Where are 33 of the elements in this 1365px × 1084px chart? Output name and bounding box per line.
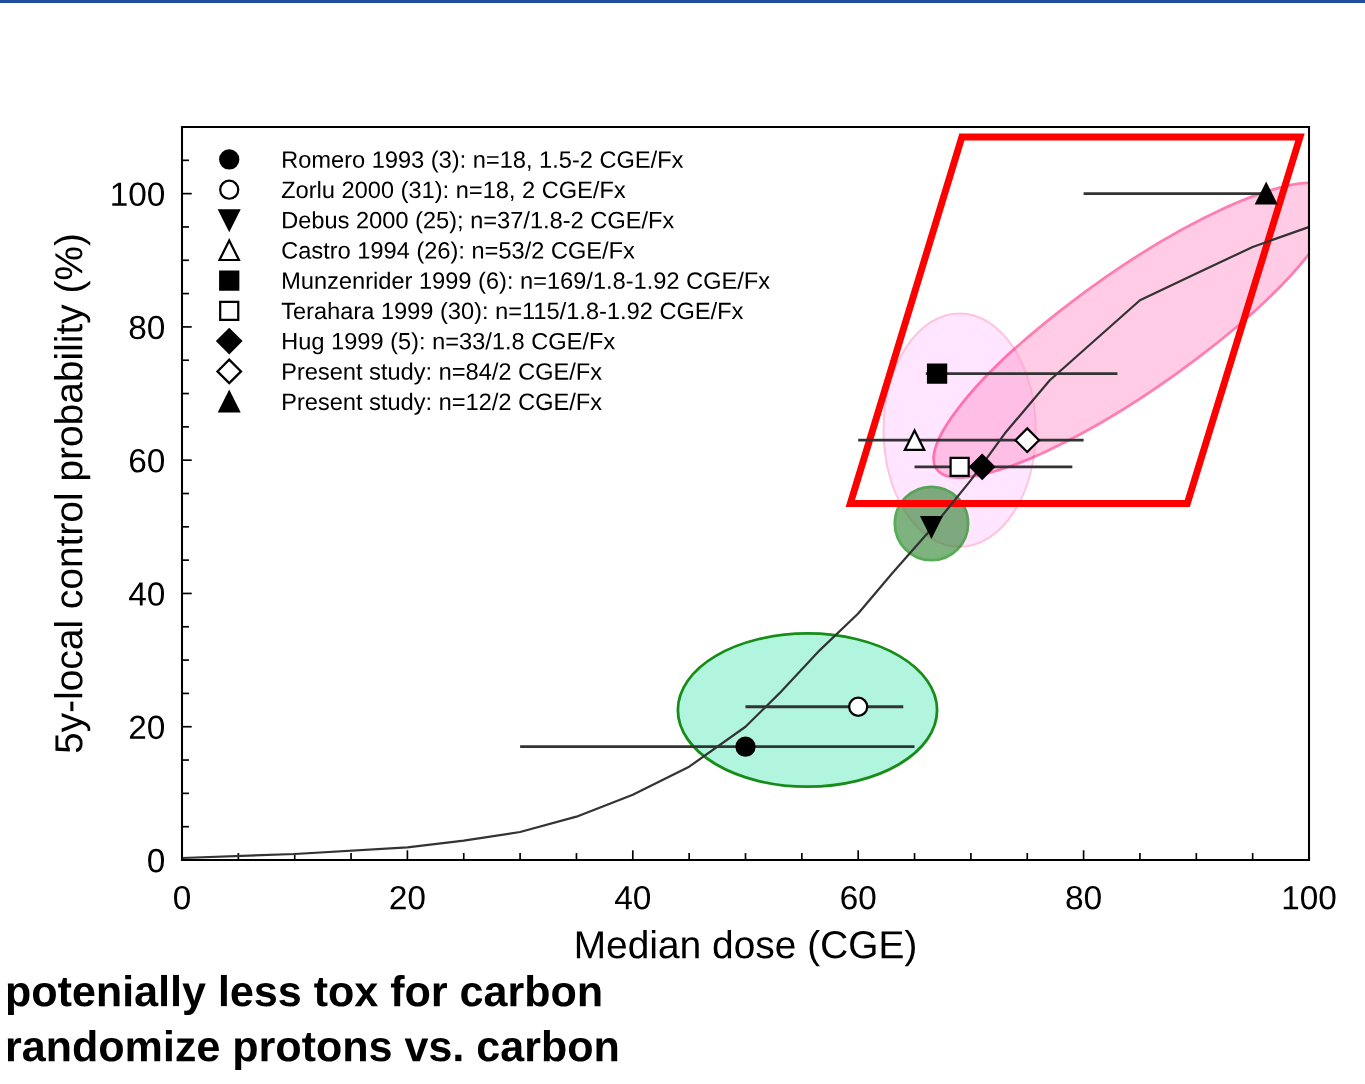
x-tick-label: 80 [1066, 885, 1101, 910]
point [926, 363, 948, 384]
legend-label: Present study: n=12/2 CGE/Fx [283, 392, 602, 415]
point [848, 696, 869, 717]
y-axis-title: 5y-local control probability (%) [54, 235, 91, 753]
legend-label: Hug 1999 (5): n=33/1.8 CGE/Fx [283, 332, 615, 355]
y-tick-label: 0 [148, 848, 165, 873]
x-tick-label: 0 [174, 885, 190, 910]
legend-label: Munzenrider 1999 (6): n=169/1.8-1.92 CGE/Fx [283, 271, 770, 294]
text: randomize protons vs. carbon [7, 1029, 618, 1071]
y-tick-label: 100 [112, 182, 165, 207]
y-tick-label: 20 [129, 715, 165, 740]
x-tick-label: 20 [390, 885, 425, 910]
legend-label: Terahara 1999 (30): n=115/1.8-1.92 CGE/Fx [281, 301, 744, 324]
point [1255, 182, 1278, 205]
y-tick-label: 40 [129, 582, 165, 606]
legend-label: Debus 2000 (25); n=37/1.8-2 CGE/Fx [283, 211, 674, 234]
point [969, 453, 996, 480]
x-axis-title: Median dose (CGE) [576, 929, 915, 967]
legend-label: Present study: n=84/2 CGE/Fx [283, 362, 602, 385]
x-tick-label: 60 [841, 885, 876, 910]
legend-label: Castro 1994 (26): n=53/2 CGE/Fx [282, 241, 635, 264]
point [903, 429, 926, 452]
y-tick-label: 80 [129, 315, 165, 340]
point [1014, 427, 1041, 454]
x-tick-label: 40 [615, 885, 651, 910]
y-tick-label: 60 [129, 448, 165, 473]
point [949, 456, 970, 477]
legend-label: Romero 1993 (3): n=18, 1.5-2 CGE/Fx [283, 150, 684, 173]
legend-label: Zorlu 2000 (31): n=18, 2 CGE/Fx [281, 180, 626, 203]
point [735, 736, 756, 757]
x-tick-label: 100 [1283, 885, 1336, 910]
text: potenially less tox for carbon [7, 974, 601, 1016]
